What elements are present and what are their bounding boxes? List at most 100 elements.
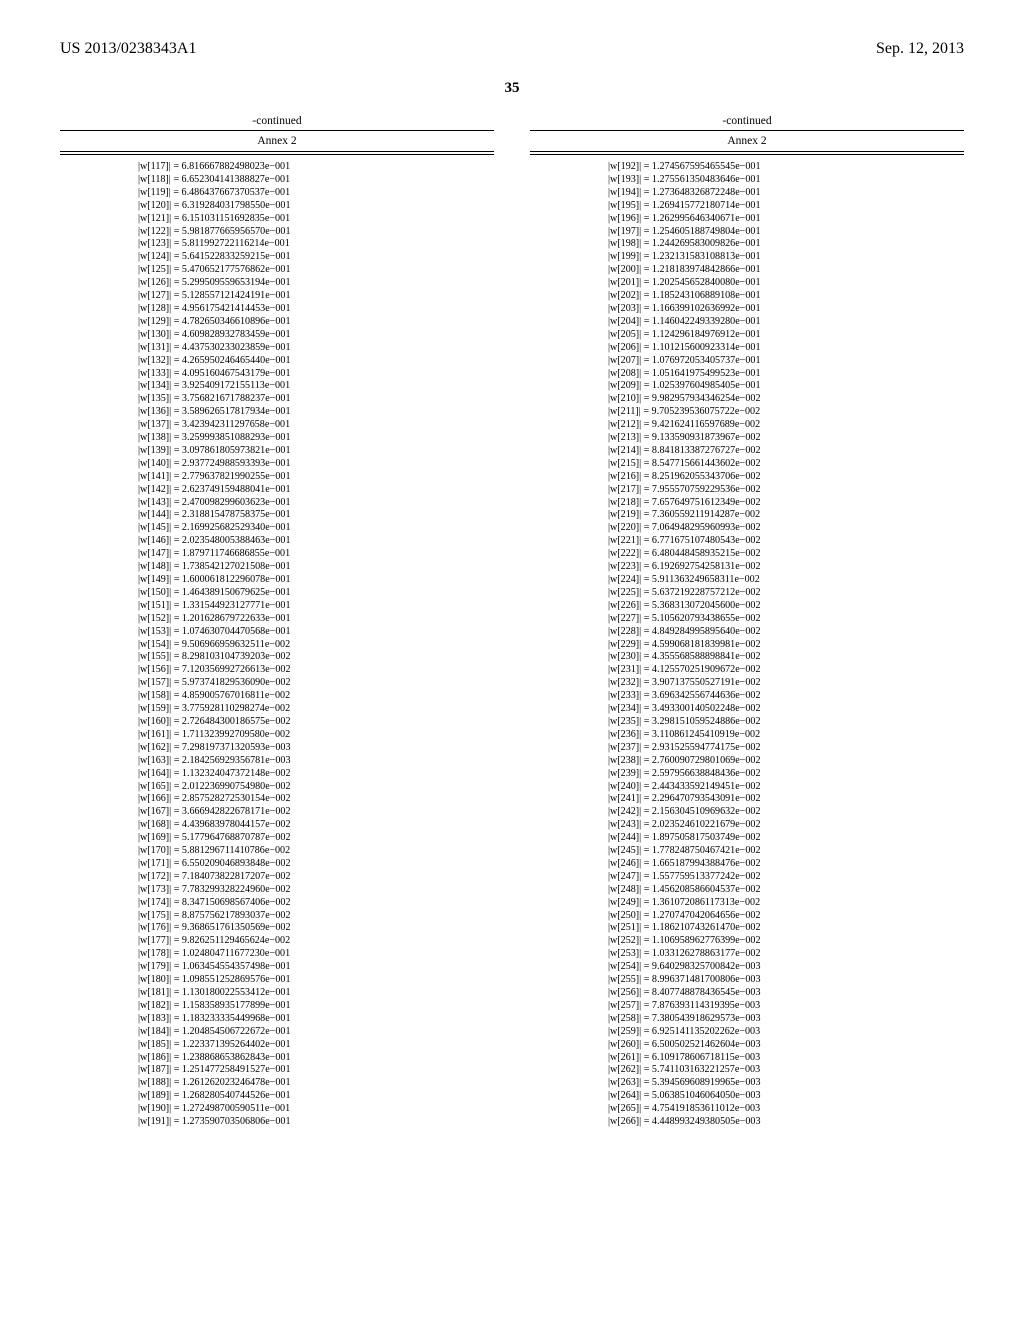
data-row: |w[237]| = 2.931525594774175e−002 (608, 742, 964, 755)
data-row: |w[123]| = 5.811992722116214e−001 (138, 238, 494, 251)
data-row: |w[252]| = 1.106958962776399e−002 (608, 935, 964, 948)
data-row: |w[202]| = 1.185243106889108e−001 (608, 290, 964, 303)
table-separator (530, 154, 964, 155)
data-row: |w[132]| = 4.265950246465440e−001 (138, 355, 494, 368)
data-row: |w[129]| = 4.782650346610896e−001 (138, 316, 494, 329)
data-row: |w[158]| = 4.859005767016811e−002 (138, 690, 494, 703)
data-row: |w[182]| = 1.158358935177899e−001 (138, 1000, 494, 1013)
data-row: |w[128]| = 4.956175421414453e−001 (138, 303, 494, 316)
data-row: |w[214]| = 8.841813387276727e−002 (608, 445, 964, 458)
data-row: |w[131]| = 4.437530233023859e−001 (138, 342, 494, 355)
data-row: |w[139]| = 3.097861805973821e−001 (138, 445, 494, 458)
data-row: |w[265]| = 4.754191853611012e−003 (608, 1103, 964, 1116)
data-row: |w[156]| = 7.120356992726613e−002 (138, 664, 494, 677)
page-number: 35 (60, 80, 964, 97)
data-row: |w[194]| = 1.273648326872248e−001 (608, 187, 964, 200)
data-row: |w[232]| = 3.907137550527191e−002 (608, 677, 964, 690)
data-row: |w[136]| = 3.589626517817934e−001 (138, 406, 494, 419)
data-row: |w[168]| = 4.439683978044157e−002 (138, 819, 494, 832)
data-row: |w[170]| = 5.881296711410786e−002 (138, 845, 494, 858)
data-row: |w[154]| = 9.506966959632511e−002 (138, 639, 494, 652)
data-row: |w[150]| = 1.464389150679625e−001 (138, 587, 494, 600)
data-row: |w[187]| = 1.251477258491527e−001 (138, 1064, 494, 1077)
data-row: |w[231]| = 4.125570251909672e−002 (608, 664, 964, 677)
data-row: |w[260]| = 6.500502521462604e−003 (608, 1039, 964, 1052)
data-row: |w[188]| = 1.261262023246478e−001 (138, 1077, 494, 1090)
data-row: |w[203]| = 1.166399102636992e−001 (608, 303, 964, 316)
data-row: |w[207]| = 1.076972053405737e−001 (608, 355, 964, 368)
data-row: |w[234]| = 3.493300140502248e−002 (608, 703, 964, 716)
data-row: |w[186]| = 1.238868653862843e−001 (138, 1052, 494, 1065)
data-row: |w[201]| = 1.202545652840080e−001 (608, 277, 964, 290)
data-row: |w[230]| = 4.355568588898841e−002 (608, 651, 964, 664)
data-row: |w[210]| = 9.982957934346254e−002 (608, 393, 964, 406)
data-row: |w[209]| = 1.025397604985405e−001 (608, 380, 964, 393)
data-row: |w[151]| = 1.331544923127771e−001 (138, 600, 494, 613)
data-row: |w[126]| = 5.299509559653194e−001 (138, 277, 494, 290)
data-row: |w[228]| = 4.849284995895640e−002 (608, 626, 964, 639)
data-row: |w[212]| = 9.421624116597689e−002 (608, 419, 964, 432)
data-row: |w[178]| = 1.024804711677230e−001 (138, 948, 494, 961)
data-row: |w[181]| = 1.130180022553412e−001 (138, 987, 494, 1000)
data-row: |w[140]| = 2.937724988593393e−001 (138, 458, 494, 471)
data-row: |w[200]| = 1.218183974842866e−001 (608, 264, 964, 277)
data-row: |w[225]| = 5.637219228757212e−002 (608, 587, 964, 600)
data-row: |w[254]| = 9.640298325700842e−003 (608, 961, 964, 974)
two-column-layout: -continued Annex 2 |w[117]| = 6.81666788… (60, 115, 964, 1129)
data-row: |w[249]| = 1.361072086117313e−002 (608, 897, 964, 910)
data-row: |w[149]| = 1.600061812296078e−001 (138, 574, 494, 587)
data-row: |w[177]| = 9.826251129465624e−002 (138, 935, 494, 948)
data-row: |w[162]| = 7.298197371320593e−003 (138, 742, 494, 755)
data-row: |w[250]| = 1.270747042064656e−002 (608, 910, 964, 923)
data-row: |w[219]| = 7.360559211914287e−002 (608, 509, 964, 522)
data-row: |w[183]| = 1.183233335449968e−001 (138, 1013, 494, 1026)
data-row: |w[169]| = 5.177964768870787e−002 (138, 832, 494, 845)
table-separator (60, 154, 494, 155)
data-row: |w[121]| = 6.151031151692835e−001 (138, 213, 494, 226)
data-row: |w[257]| = 7.876393114319395e−003 (608, 1000, 964, 1013)
data-row: |w[141]| = 2.779637821990255e−001 (138, 471, 494, 484)
data-row: |w[127]| = 5.128557121424191e−001 (138, 290, 494, 303)
data-row: |w[179]| = 1.063454554357498e−001 (138, 961, 494, 974)
data-row: |w[133]| = 4.095160467543179e−001 (138, 368, 494, 381)
data-row: |w[180]| = 1.098551252869576e−001 (138, 974, 494, 987)
data-row: |w[238]| = 2.760090729801069e−002 (608, 755, 964, 768)
data-row: |w[224]| = 5.911363249658311e−002 (608, 574, 964, 587)
data-row: |w[118]| = 6.652304141388827e−001 (138, 174, 494, 187)
data-row: |w[208]| = 1.051641975499523e−001 (608, 368, 964, 381)
data-list-left: |w[117]| = 6.816667882498023e−001|w[118]… (60, 161, 494, 1129)
data-row: |w[204]| = 1.146042249339280e−001 (608, 316, 964, 329)
data-row: |w[246]| = 1.665187994388476e−002 (608, 858, 964, 871)
data-row: |w[145]| = 2.169925682529340e−001 (138, 522, 494, 535)
data-row: |w[153]| = 1.074630704470568e−001 (138, 626, 494, 639)
data-row: |w[134]| = 3.925409172155113e−001 (138, 380, 494, 393)
data-row: |w[146]| = 2.023548005388463e−001 (138, 535, 494, 548)
data-row: |w[157]| = 5.973741829536090e−002 (138, 677, 494, 690)
data-row: |w[262]| = 5.741103163221257e−003 (608, 1064, 964, 1077)
page-header: US 2013/0238343A1 Sep. 12, 2013 (60, 40, 964, 58)
data-row: |w[192]| = 1.274567595465545e−001 (608, 161, 964, 174)
annex-header-rule: Annex 2 (530, 130, 964, 152)
data-row: |w[159]| = 3.775928110298274e−002 (138, 703, 494, 716)
data-row: |w[236]| = 3.110861245410919e−002 (608, 729, 964, 742)
data-row: |w[205]| = 1.124296184976912e−001 (608, 329, 964, 342)
data-row: |w[137]| = 3.423942311297658e−001 (138, 419, 494, 432)
data-row: |w[117]| = 6.816667882498023e−001 (138, 161, 494, 174)
data-row: |w[259]| = 6.925141135202262e−003 (608, 1026, 964, 1039)
data-row: |w[261]| = 6.109178606718115e−003 (608, 1052, 964, 1065)
data-row: |w[165]| = 2.012236990754980e−002 (138, 781, 494, 794)
data-row: |w[172]| = 7.184073822817207e−002 (138, 871, 494, 884)
data-row: |w[160]| = 2.726484300186575e−002 (138, 716, 494, 729)
document-number: US 2013/0238343A1 (60, 40, 196, 58)
data-row: |w[218]| = 7.657649751612349e−002 (608, 497, 964, 510)
data-row: |w[235]| = 3.298151059524886e−002 (608, 716, 964, 729)
data-row: |w[184]| = 1.204854506722672e−001 (138, 1026, 494, 1039)
data-row: |w[144]| = 2.318815478758375e−001 (138, 509, 494, 522)
data-row: |w[217]| = 7.955570759229536e−002 (608, 484, 964, 497)
data-row: |w[240]| = 2.443433592149451e−002 (608, 781, 964, 794)
data-row: |w[255]| = 8.996371481700806e−003 (608, 974, 964, 987)
data-row: |w[199]| = 1.232131583108813e−001 (608, 251, 964, 264)
data-row: |w[125]| = 5.470652177576862e−001 (138, 264, 494, 277)
data-row: |w[223]| = 6.192692754258131e−002 (608, 561, 964, 574)
continued-label: -continued (530, 115, 964, 127)
